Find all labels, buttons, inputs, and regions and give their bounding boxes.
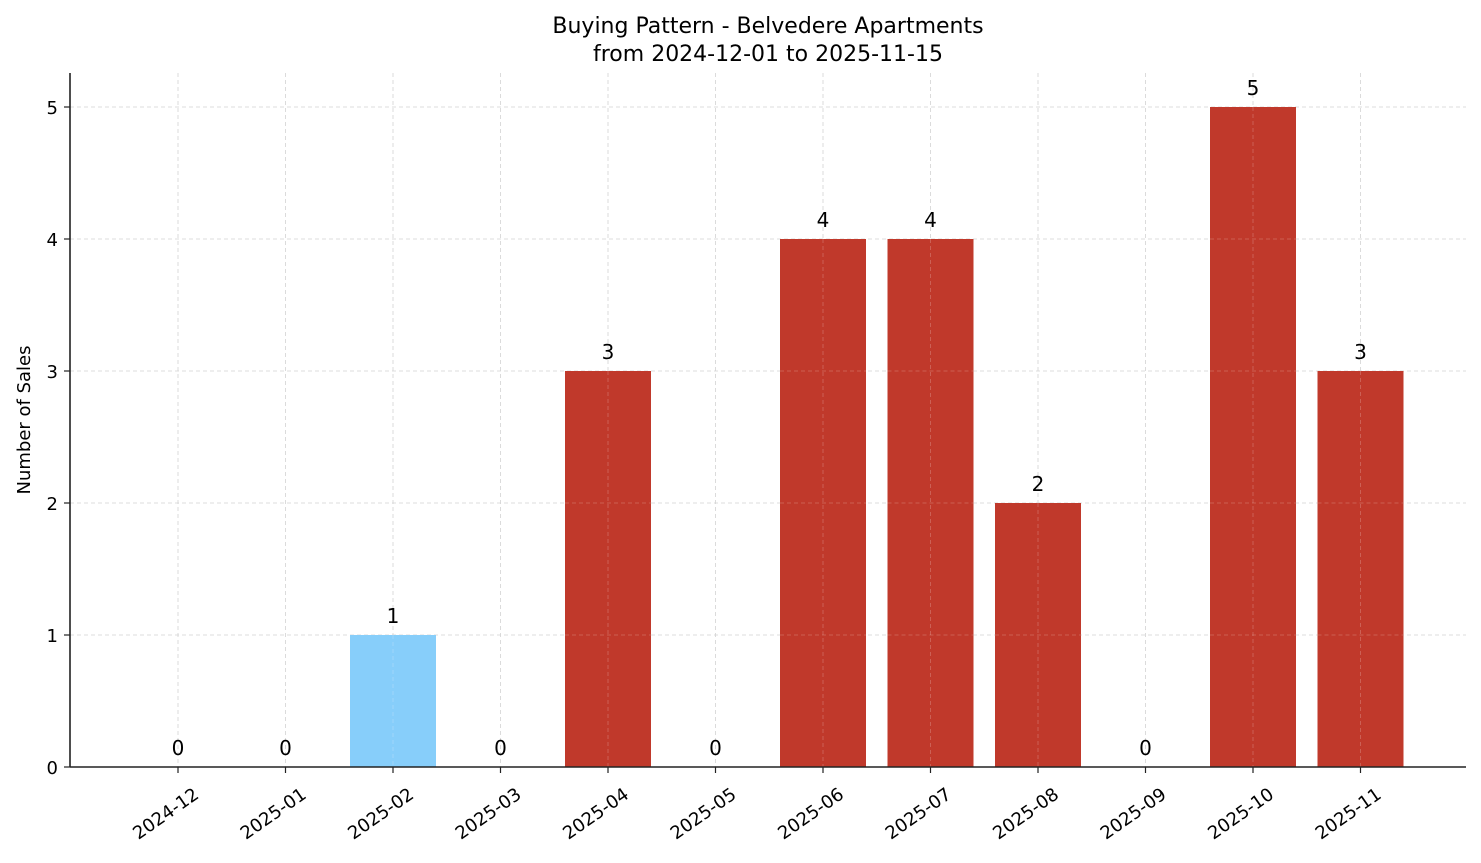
- bar-2025-11: [1317, 371, 1404, 767]
- bar-value-label: 0: [279, 736, 292, 760]
- y-tick-label: 4: [47, 230, 58, 251]
- bar-2025-07: [887, 239, 974, 767]
- x-tick-label: 2025-11: [1312, 784, 1386, 844]
- bar-value-label: 4: [817, 208, 830, 232]
- chart-subtitle: from 2024-12-01 to 2025-11-15: [593, 42, 943, 67]
- x-tick-label: 2024-12: [129, 784, 203, 844]
- bar-2025-04: [565, 371, 651, 767]
- bar-value-label: 5: [1247, 76, 1260, 100]
- bar-value-label: 0: [494, 736, 507, 760]
- y-tick-label: 2: [47, 494, 58, 515]
- x-tick-label: 2025-02: [344, 784, 418, 844]
- axes: [69, 73, 1466, 768]
- y-tick-label: 3: [47, 362, 58, 383]
- bar-value-label: 3: [602, 340, 615, 364]
- bar-value-label: 2: [1032, 472, 1045, 496]
- bar-2025-02: [350, 635, 436, 767]
- x-tick-label: 2025-09: [1097, 784, 1171, 844]
- bar-2025-08: [995, 503, 1081, 767]
- bars: 0 0 1 0 3 0 4 4 2 0 5 3: [172, 76, 1404, 767]
- x-tick-label: 2025-01: [237, 784, 311, 844]
- y-ticks: 0 1 2 3 4 5: [47, 98, 70, 779]
- x-tick-label: 2025-03: [452, 784, 526, 844]
- bar-value-label: 0: [1139, 736, 1152, 760]
- y-tick-label: 1: [47, 626, 58, 647]
- x-tick-label: 2025-10: [1204, 784, 1278, 844]
- x-tick-label: 2025-04: [559, 784, 633, 844]
- bar-value-label: 3: [1354, 340, 1367, 364]
- bar-2025-10: [1210, 107, 1296, 767]
- x-tick-label: 2025-05: [667, 784, 741, 844]
- bar-2025-06: [780, 239, 866, 767]
- x-tick-label: 2025-08: [989, 784, 1063, 844]
- x-tick-label: 2025-07: [882, 784, 956, 844]
- x-tick-label: 2025-06: [774, 784, 848, 844]
- bar-value-label: 1: [387, 604, 400, 628]
- bar-value-label: 0: [709, 736, 722, 760]
- x-ticks: 2024-12 2025-01 2025-02 2025-03 2025-04 2025-…: [129, 767, 1385, 844]
- y-tick-label: 5: [47, 98, 58, 119]
- chart-title: Buying Pattern - Belvedere Apartments: [552, 14, 983, 39]
- y-tick-label: 0: [47, 758, 58, 779]
- y-axis-label: Number of Sales: [14, 345, 35, 494]
- bar-value-label: 4: [924, 208, 937, 232]
- bar-value-label: 0: [172, 736, 185, 760]
